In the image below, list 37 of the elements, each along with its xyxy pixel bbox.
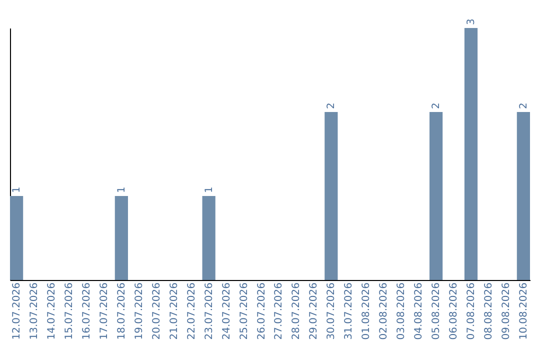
x-tick-label: 16.07.2026 [81,282,92,340]
x-tick-label: 05.08.2026 [431,282,442,340]
x-tick-label: 13.07.2026 [29,282,40,340]
x-tick-label: 10.08.2026 [518,282,530,340]
data-label: 2 [326,102,338,109]
x-tick-label: 25.07.2026 [238,282,250,340]
x-tick-label: 19.07.2026 [134,282,145,340]
x-tick-label: 30.07.2026 [326,282,338,340]
data-label: 1 [116,186,128,193]
x-tick-label: 28.07.2026 [291,282,302,340]
data-label: 1 [204,186,215,193]
x-tick-label: 01.08.2026 [361,282,372,340]
x-tick-label: 29.07.2026 [308,282,320,340]
x-tick-label: 12.07.2026 [12,282,23,340]
x-tick-label: 02.08.2026 [378,282,390,340]
x-tick-label: 09.08.2026 [500,282,512,340]
x-tick-label: 27.07.2026 [274,282,285,340]
data-label: 1 [12,186,23,193]
x-tick-label: 18.07.2026 [116,282,128,340]
x-tick-label: 08.08.2026 [483,282,494,340]
x-tick-label: 04.08.2026 [414,282,425,340]
x-tick-label: 17.07.2026 [98,282,110,340]
x-tick-label: 22.07.2026 [186,282,198,340]
x-tick-label: 21.07.2026 [168,282,180,340]
data-label: 2 [431,102,442,109]
x-tick-label: 20.07.2026 [151,282,162,340]
x-tick-label: 15.07.2026 [64,282,75,340]
x-tick-label: 03.08.2026 [396,282,408,340]
x-tick-label: 26.07.2026 [256,282,268,340]
data-label: 2 [518,102,530,109]
x-tick-label: 07.08.2026 [466,282,478,340]
x-tick-label: 23.07.2026 [204,282,215,340]
x-tick-label: 31.07.2026 [344,282,355,340]
x-tick-label: 14.07.2026 [46,282,58,340]
x-tick-label: 06.08.2026 [448,282,460,340]
x-tick-label: 24.07.2026 [221,282,232,340]
data-label: 3 [466,18,478,25]
